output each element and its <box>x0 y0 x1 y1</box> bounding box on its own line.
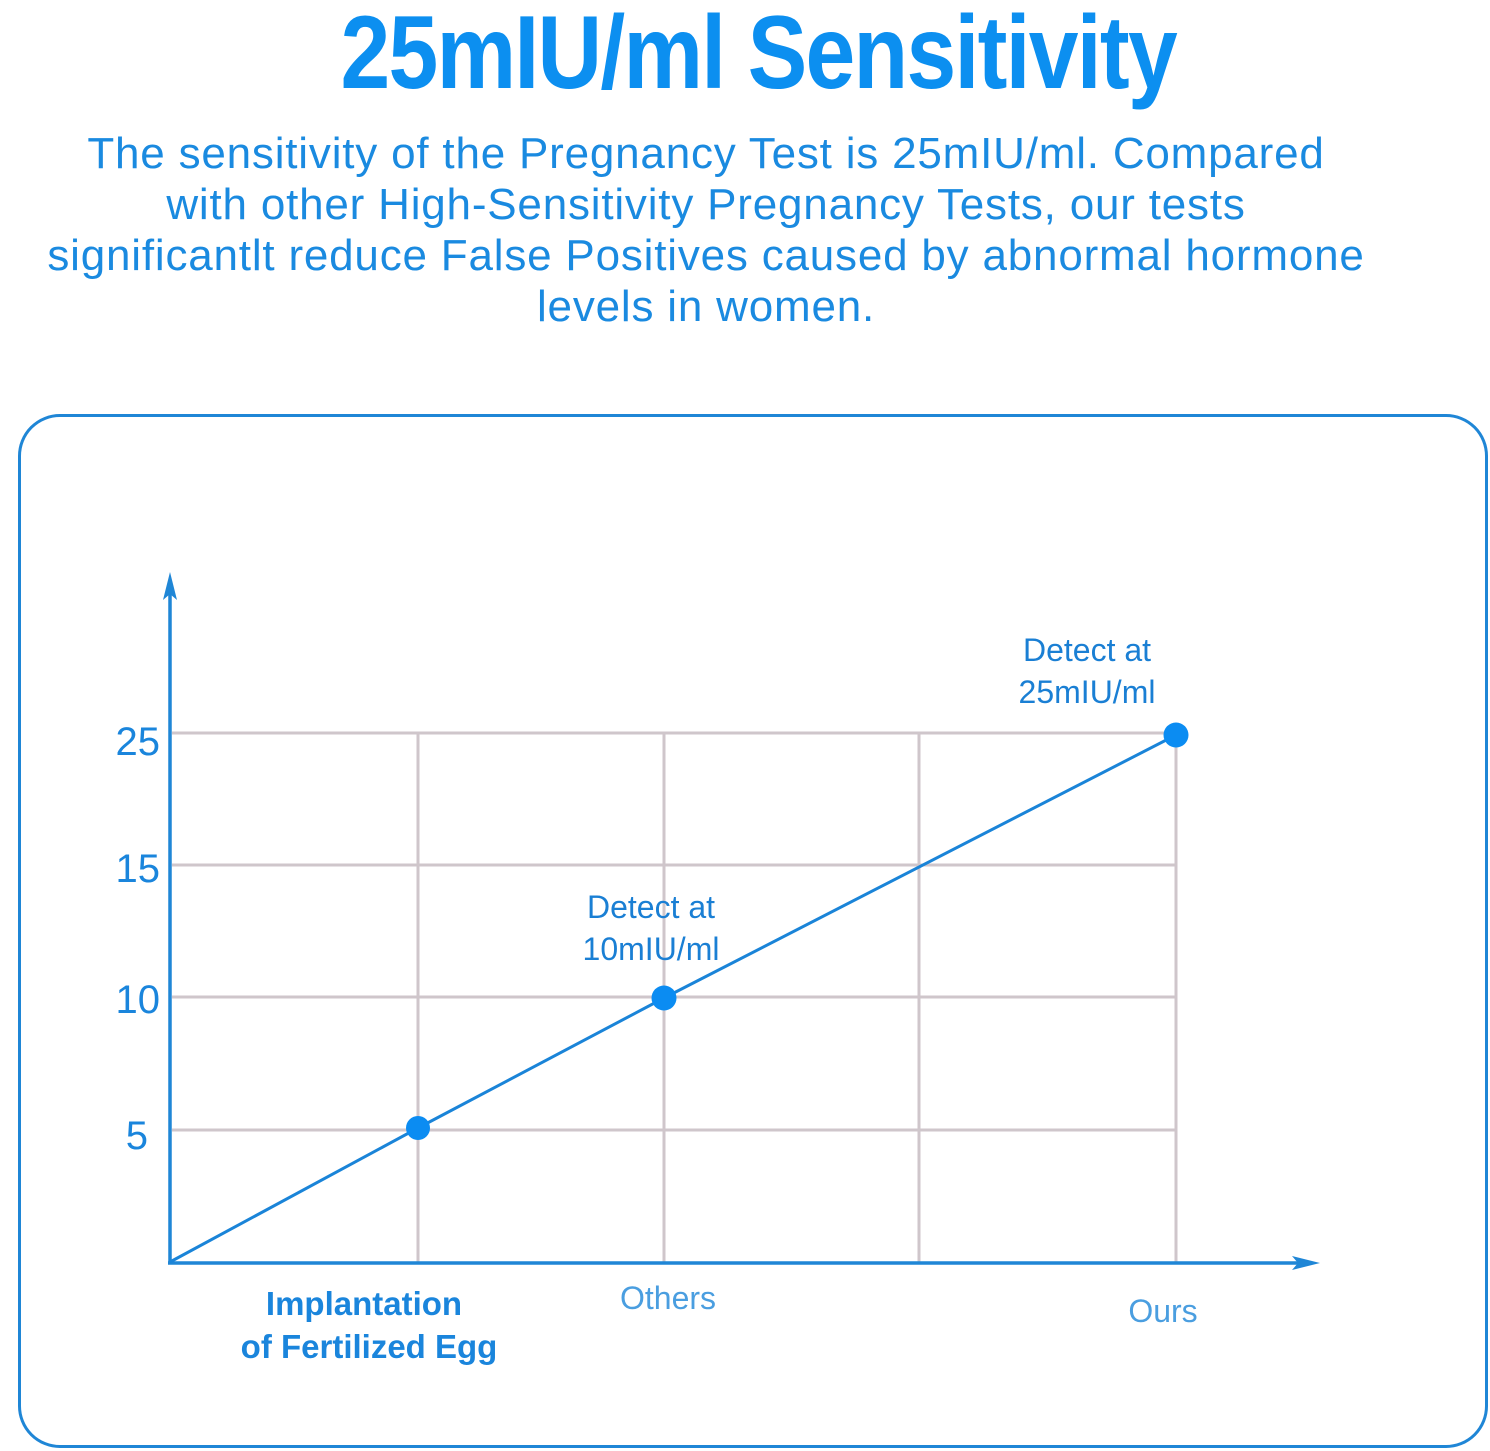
description-line-1: The sensitivity of the Pregnancy Test is… <box>87 129 1325 178</box>
page-title: 25mIU/ml Sensitivity <box>340 0 1178 111</box>
axes <box>163 572 1320 1270</box>
description-line-2: with other High-Sensitivity Pregnancy Te… <box>166 180 1246 229</box>
data-point-ours <box>1163 722 1189 748</box>
annotation-others-line2: 10mIU/ml <box>583 931 720 967</box>
y-tick-15: 15 <box>116 847 161 891</box>
description: The sensitivity of the Pregnancy Test is… <box>0 128 1412 332</box>
data-point-others <box>651 985 677 1011</box>
y-tick-10: 10 <box>116 978 161 1022</box>
y-tick-25: 25 <box>116 720 161 764</box>
description-line-3: significantlt reduce False Positives cau… <box>47 231 1365 280</box>
data-line <box>169 733 1177 1264</box>
x-label-implantation-line2: of Fertilized Egg <box>241 1328 498 1365</box>
annotation-ours-line1: Detect at <box>1023 632 1151 668</box>
x-axis-arrow-icon <box>1292 1256 1320 1270</box>
chart-frame <box>18 414 1488 1448</box>
description-line-4: levels in women. <box>536 282 876 331</box>
x-label-implantation-line1: Implantation <box>266 1285 462 1322</box>
y-axis-arrow-icon <box>163 572 177 600</box>
annotation-others-line1: Detect at <box>587 889 715 925</box>
data-point-implantation <box>406 1116 430 1140</box>
x-label-ours: Ours <box>1128 1293 1197 1329</box>
y-tick-5: 5 <box>126 1114 148 1158</box>
annotation-ours-line2: 25mIU/ml <box>1019 674 1156 710</box>
x-label-others: Others <box>620 1280 716 1316</box>
